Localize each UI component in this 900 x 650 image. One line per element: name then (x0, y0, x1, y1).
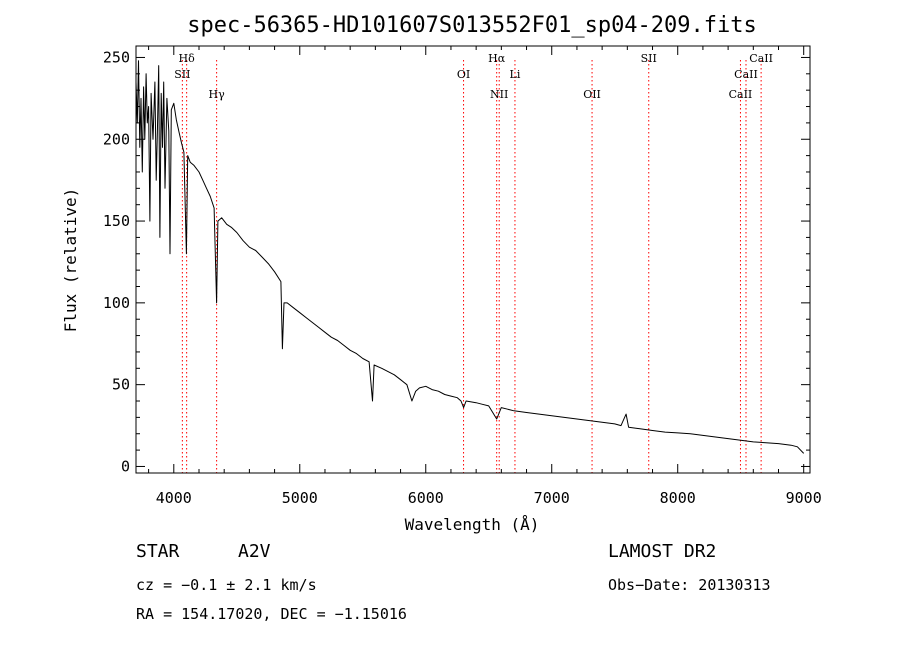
y-tick-label: 150 (103, 212, 130, 230)
spectral-line-markers (181, 60, 762, 473)
spectrum-series-line (135, 60, 805, 454)
object-type: STAR (136, 541, 180, 562)
x-tick-label: 5000 (282, 489, 318, 507)
y-axis-label: Flux (relative) (61, 188, 80, 333)
object-subclass: A2V (238, 541, 271, 562)
spectral-line-label: NII (490, 88, 508, 101)
spectral-line-label: SII (174, 68, 190, 81)
x-axis-label: Wavelength (Å) (405, 515, 540, 534)
x-axis-ticks: 4000 5000 6000 7000 8000 9000 (148, 46, 822, 507)
spectral-line-label: SII (641, 52, 657, 65)
y-tick-label: 250 (103, 48, 130, 66)
observation-date: Obs−Date: 20130313 (608, 576, 771, 594)
spectral-line-label: Hδ (179, 52, 196, 65)
spectral-line-label: CaII (734, 68, 758, 81)
redshift-value: cz = −0.1 ± 2.1 km/s (136, 576, 317, 594)
y-tick-label: 100 (103, 294, 130, 312)
x-tick-label: 7000 (534, 489, 570, 507)
y-axis-ticks: 0 50 100 150 200 250 (103, 48, 810, 475)
survey-name: LAMOST DR2 (608, 541, 716, 562)
y-tick-label: 200 (103, 130, 130, 148)
spectral-line-label: OI (457, 68, 470, 81)
plot-frame (135, 45, 811, 474)
coordinates: RA = 154.17020, DEC = −1.15016 (136, 605, 407, 623)
x-tick-label: 4000 (156, 489, 192, 507)
spectral-line-label: Li (510, 68, 521, 81)
chart-title: spec-56365-HD101607S013552F01_sp04-209.f… (187, 13, 757, 38)
x-tick-label: 6000 (408, 489, 444, 507)
y-tick-label: 0 (121, 457, 130, 475)
x-tick-label: 9000 (786, 489, 822, 507)
spectral-line-label: OII (583, 88, 601, 101)
y-tick-label: 50 (112, 376, 130, 394)
spectral-line-label: Hα (488, 52, 506, 65)
spectral-line-label: CaII (729, 88, 753, 101)
spectral-line-label: CaII (749, 52, 773, 65)
spectral-line-label: Hγ (209, 88, 226, 101)
x-tick-label: 8000 (660, 489, 696, 507)
